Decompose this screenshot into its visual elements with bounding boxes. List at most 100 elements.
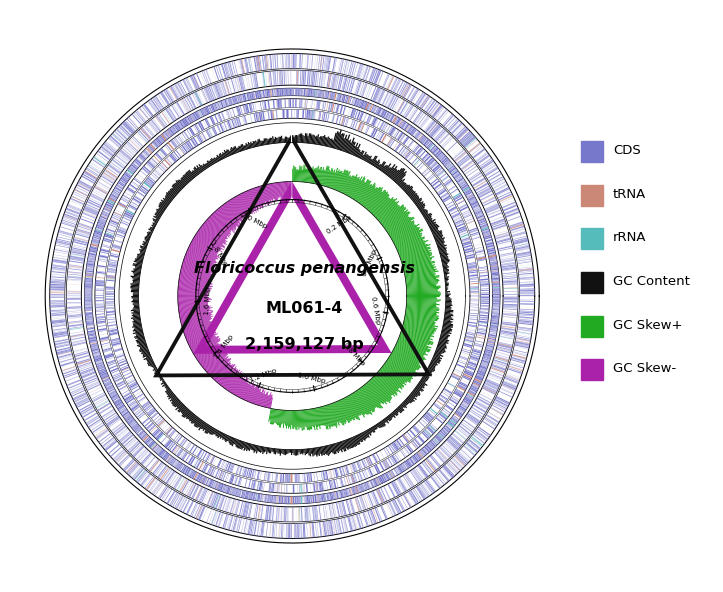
- Polygon shape: [130, 283, 139, 285]
- Polygon shape: [260, 393, 264, 406]
- Polygon shape: [440, 192, 448, 198]
- Polygon shape: [487, 208, 500, 214]
- Polygon shape: [106, 231, 114, 234]
- Polygon shape: [156, 208, 163, 214]
- Polygon shape: [371, 491, 377, 506]
- Polygon shape: [393, 469, 397, 475]
- Polygon shape: [497, 396, 510, 403]
- Polygon shape: [354, 182, 365, 200]
- Polygon shape: [201, 476, 205, 483]
- Polygon shape: [306, 496, 307, 503]
- Polygon shape: [346, 142, 351, 153]
- Polygon shape: [104, 381, 111, 384]
- Polygon shape: [175, 103, 183, 116]
- Polygon shape: [352, 178, 366, 199]
- Polygon shape: [515, 344, 529, 348]
- Polygon shape: [147, 234, 150, 237]
- Polygon shape: [312, 495, 315, 503]
- Polygon shape: [265, 395, 269, 407]
- Polygon shape: [403, 435, 408, 442]
- Polygon shape: [520, 290, 535, 291]
- Polygon shape: [436, 169, 443, 175]
- Polygon shape: [382, 123, 387, 131]
- Polygon shape: [170, 189, 177, 195]
- Polygon shape: [92, 159, 105, 168]
- Polygon shape: [477, 217, 484, 220]
- Polygon shape: [91, 348, 99, 350]
- Polygon shape: [257, 141, 259, 146]
- Polygon shape: [151, 224, 155, 227]
- Polygon shape: [520, 303, 534, 304]
- Polygon shape: [357, 497, 362, 511]
- Polygon shape: [137, 262, 142, 265]
- Polygon shape: [119, 226, 127, 230]
- Polygon shape: [363, 495, 368, 509]
- Polygon shape: [466, 332, 475, 334]
- Polygon shape: [328, 73, 332, 88]
- Polygon shape: [413, 144, 419, 152]
- Polygon shape: [250, 444, 253, 449]
- Polygon shape: [511, 231, 526, 236]
- Polygon shape: [81, 215, 95, 221]
- Polygon shape: [440, 469, 450, 481]
- Polygon shape: [179, 304, 208, 308]
- Polygon shape: [147, 478, 155, 490]
- Polygon shape: [102, 145, 114, 155]
- Polygon shape: [461, 403, 468, 407]
- Polygon shape: [249, 503, 252, 518]
- Polygon shape: [133, 294, 139, 295]
- Polygon shape: [316, 89, 317, 97]
- Polygon shape: [412, 441, 418, 448]
- Polygon shape: [268, 408, 272, 422]
- Polygon shape: [463, 136, 474, 146]
- Polygon shape: [406, 284, 437, 287]
- Polygon shape: [342, 466, 345, 475]
- Polygon shape: [136, 393, 144, 398]
- Polygon shape: [491, 407, 504, 414]
- Polygon shape: [327, 504, 329, 519]
- Polygon shape: [372, 491, 377, 505]
- Polygon shape: [80, 218, 94, 224]
- Polygon shape: [466, 416, 478, 424]
- Polygon shape: [131, 137, 142, 148]
- Polygon shape: [406, 290, 438, 292]
- Polygon shape: [437, 449, 447, 461]
- Polygon shape: [448, 206, 457, 211]
- Polygon shape: [420, 380, 427, 386]
- Polygon shape: [464, 445, 476, 455]
- Polygon shape: [443, 408, 451, 414]
- Polygon shape: [293, 166, 294, 182]
- Polygon shape: [488, 374, 502, 379]
- Polygon shape: [484, 383, 498, 390]
- Polygon shape: [440, 432, 445, 437]
- Polygon shape: [474, 343, 483, 346]
- Polygon shape: [470, 289, 479, 290]
- Polygon shape: [134, 112, 145, 123]
- Polygon shape: [221, 484, 224, 491]
- Polygon shape: [257, 139, 260, 146]
- Polygon shape: [276, 138, 278, 143]
- Polygon shape: [497, 242, 512, 246]
- Polygon shape: [241, 144, 245, 150]
- Polygon shape: [322, 91, 324, 98]
- Polygon shape: [92, 350, 99, 352]
- Polygon shape: [325, 91, 328, 98]
- Polygon shape: [437, 397, 445, 403]
- Polygon shape: [375, 88, 380, 102]
- Polygon shape: [467, 413, 480, 422]
- Polygon shape: [476, 251, 484, 253]
- Polygon shape: [84, 208, 98, 214]
- Polygon shape: [442, 445, 453, 455]
- Polygon shape: [503, 381, 517, 387]
- Polygon shape: [87, 265, 94, 266]
- Polygon shape: [334, 75, 337, 89]
- Polygon shape: [307, 506, 309, 522]
- Polygon shape: [93, 353, 100, 356]
- Polygon shape: [210, 160, 213, 165]
- Polygon shape: [368, 429, 372, 434]
- Polygon shape: [152, 428, 159, 435]
- Polygon shape: [329, 481, 332, 490]
- Polygon shape: [184, 467, 189, 474]
- Polygon shape: [481, 226, 488, 229]
- Polygon shape: [105, 142, 116, 152]
